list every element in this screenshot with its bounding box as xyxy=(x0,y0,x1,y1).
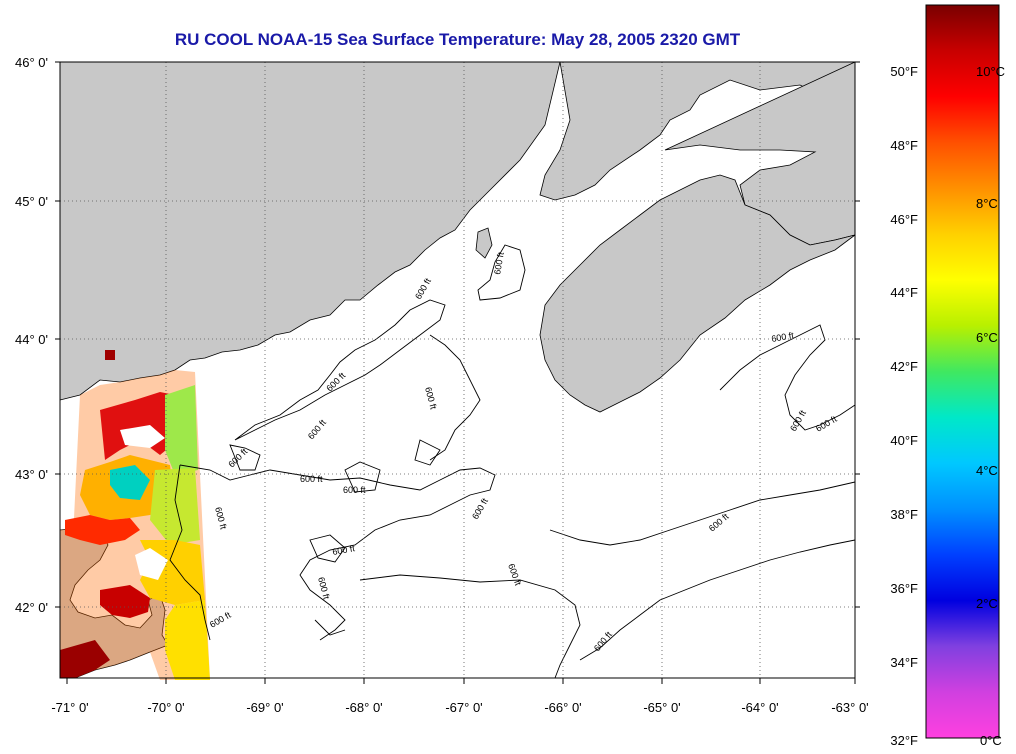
colorbar-f-label: 50°F xyxy=(890,64,918,79)
contour-label: 600 ft xyxy=(300,474,323,484)
lon-label: -63° 0' xyxy=(831,700,868,715)
colorbar-f-label: 44°F xyxy=(890,285,918,300)
lon-label: -68° 0' xyxy=(345,700,382,715)
lat-label: 43° 0' xyxy=(15,467,48,482)
colorbar xyxy=(925,4,1000,739)
lon-label: -70° 0' xyxy=(147,700,184,715)
land-masses xyxy=(59,61,856,679)
graticule xyxy=(60,62,855,678)
lat-label: 45° 0' xyxy=(15,194,48,209)
colorbar-c-label: 4°C xyxy=(976,463,998,478)
colorbar-f-label: 42°F xyxy=(890,359,918,374)
map-frame xyxy=(59,61,856,679)
colorbar-c-label: 2°C xyxy=(976,596,998,611)
colorbar-f-label: 48°F xyxy=(890,138,918,153)
colorbar-f-label: 32°F xyxy=(890,733,918,748)
map-title: RU COOL NOAA-15 Sea Surface Temperature:… xyxy=(174,30,741,49)
colorbar-c-label: 6°C xyxy=(976,330,998,345)
land-grand-manan xyxy=(475,227,493,259)
lat-label: 46° 0' xyxy=(15,55,48,70)
colorbar-c-labels: 10°C 8°C 6°C 4°C 2°C 0°C xyxy=(976,64,1005,748)
colorbar-f-label: 40°F xyxy=(890,433,918,448)
contour-label: 600 ft xyxy=(332,543,356,557)
sst-data-overlay xyxy=(60,350,210,680)
lon-label: -66° 0' xyxy=(544,700,581,715)
land-nova-scotia xyxy=(539,174,856,413)
axis-ticks xyxy=(55,61,860,684)
colorbar-c-label: 0°C xyxy=(980,733,1002,748)
lon-label: -64° 0' xyxy=(741,700,778,715)
lat-labels: 46° 0' 45° 0' 44° 0' 43° 0' 42° 0' xyxy=(15,55,48,615)
colorbar-f-labels: 50°F 48°F 46°F 44°F 42°F 40°F 38°F 36°F … xyxy=(890,64,918,748)
contour-label: 600 ft xyxy=(492,251,506,275)
lon-label: -67° 0' xyxy=(445,700,482,715)
colorbar-f-label: 36°F xyxy=(890,581,918,596)
lon-label: -69° 0' xyxy=(246,700,283,715)
colorbar-f-label: 46°F xyxy=(890,212,918,227)
lat-label: 42° 0' xyxy=(15,600,48,615)
bathymetry-contours xyxy=(169,244,856,679)
colorbar-f-label: 34°F xyxy=(890,655,918,670)
contour-label: 600 ft xyxy=(343,485,366,495)
lon-labels: -71° 0' -70° 0' -69° 0' -68° 0' -67° 0' … xyxy=(51,700,868,715)
land-maine xyxy=(59,61,561,401)
colorbar-f-label: 38°F xyxy=(890,507,918,522)
lon-label: -65° 0' xyxy=(643,700,680,715)
contour-label: 600 ft xyxy=(771,330,795,344)
colorbar-c-label: 8°C xyxy=(976,196,998,211)
lat-label: 44° 0' xyxy=(15,332,48,347)
colorbar-c-label: 10°C xyxy=(976,64,1005,79)
lon-label: -71° 0' xyxy=(51,700,88,715)
land-massachusetts xyxy=(59,527,169,679)
